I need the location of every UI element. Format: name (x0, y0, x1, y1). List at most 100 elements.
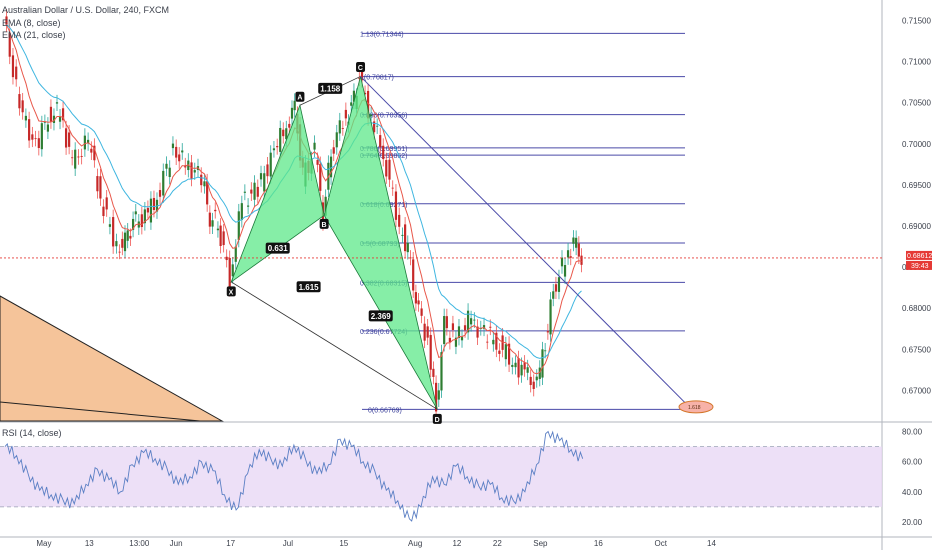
candle-body (373, 121, 376, 133)
candle-body (341, 128, 344, 129)
candle-body (90, 148, 93, 153)
ratio-label: 2.369 (371, 312, 392, 321)
candle-body (240, 203, 243, 221)
symbol-legend: Australian Dollar / U.S. Dollar, 240, FX… (2, 5, 170, 15)
y-tick-label: 0.70500 (902, 99, 931, 108)
trend-line (360, 76, 691, 409)
candle-body (228, 257, 231, 290)
candle-body (538, 367, 541, 379)
candle-body (193, 170, 196, 173)
candle-body (143, 209, 146, 224)
candle-body (313, 142, 316, 150)
x-tick-label: Jul (283, 539, 293, 548)
candle-body (253, 182, 256, 200)
candle-body (285, 128, 288, 140)
candle-body (200, 174, 203, 186)
projection-label: 1.618 (688, 405, 701, 411)
pattern-point-label: A (297, 95, 302, 102)
ratio-label: 0.631 (268, 244, 289, 253)
candle-body (74, 149, 77, 169)
candle-body (388, 159, 391, 180)
candle-body (580, 255, 583, 265)
candle-body (137, 221, 140, 228)
candle-body (404, 224, 407, 252)
candle-body (434, 382, 438, 412)
candle-body (87, 139, 90, 144)
y-tick-label: 0.69000 (902, 222, 931, 231)
candle-body (324, 196, 327, 216)
candle-body (517, 358, 520, 378)
pattern-point-badge (356, 61, 366, 72)
candle-body (64, 128, 68, 148)
x-tick-label: 16 (594, 539, 603, 548)
fib-level-label: 0.236(0.67724) (360, 329, 407, 336)
pattern-point-badge (432, 413, 442, 424)
x-tick-label: Jun (170, 539, 183, 548)
candle-body (486, 341, 489, 343)
fib-level-label: 0(0.66769) (368, 407, 402, 414)
candle-body (266, 164, 269, 177)
x-tick-label: 14 (707, 539, 716, 548)
rsi-tick-label: 20.00 (902, 518, 923, 527)
candle-body (99, 176, 102, 199)
candle-body (466, 310, 470, 333)
candle-body (43, 121, 46, 123)
candle-body (108, 224, 112, 227)
candle-body (131, 218, 135, 230)
ema-fast-legend: EMA (8, close) (2, 18, 61, 28)
y-tick-label: 0.71000 (902, 58, 931, 67)
candle-body (61, 108, 65, 121)
y-tick-label: 0.68000 (902, 304, 931, 313)
ratio-badge (296, 281, 321, 293)
ratio-badge (265, 242, 290, 254)
candle-body (46, 124, 50, 132)
candle-body (316, 159, 319, 165)
candle-body (482, 325, 486, 329)
candle-body (319, 163, 322, 191)
candle-body (96, 176, 99, 192)
x-tick-label: Aug (408, 539, 422, 548)
candle-body (391, 187, 394, 189)
candle-body (473, 319, 476, 321)
x-tick-label: Sep (533, 539, 548, 548)
candle-body (208, 212, 211, 227)
candle-body (541, 349, 544, 378)
candle-body (575, 237, 578, 248)
candle-body (178, 154, 181, 162)
candle-body (426, 326, 429, 338)
candle-body (211, 220, 214, 227)
candle-body (121, 238, 124, 248)
y-tick-label: 0.70000 (902, 140, 931, 149)
ema-slow-legend: EMA (21, close) (2, 30, 66, 40)
candle-body (569, 256, 572, 258)
pattern-point-badge (226, 286, 236, 297)
candle-body (83, 135, 86, 150)
candle-body (31, 134, 34, 140)
candle-body (572, 237, 575, 244)
candle-body (385, 160, 388, 177)
candle-body (115, 241, 118, 247)
pattern-xd-line (231, 281, 438, 410)
projection-marker (678, 400, 714, 414)
candle-body (272, 148, 276, 151)
candle-body (118, 251, 121, 253)
candle-body (279, 127, 282, 152)
candle-body (554, 284, 558, 292)
candle-body (237, 211, 240, 240)
candle-body (171, 143, 175, 149)
candle-body (445, 316, 448, 329)
candle-body (409, 257, 412, 259)
rsi-line (4, 430, 584, 522)
candle-body (225, 256, 228, 261)
candle-body (162, 170, 165, 196)
candle-body (470, 318, 473, 325)
y-tick-label: 0.69500 (902, 181, 931, 190)
candle-body (11, 55, 15, 78)
candle-body (420, 308, 423, 316)
candle-body (429, 334, 432, 370)
candle-body (71, 157, 74, 159)
candle-body (382, 145, 385, 160)
candle-body (293, 100, 296, 111)
countdown-text: 39:43 (911, 263, 929, 270)
